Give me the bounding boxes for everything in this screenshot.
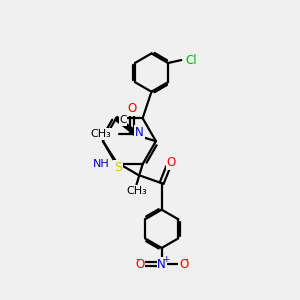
Text: O: O	[179, 258, 188, 271]
Text: CH₃: CH₃	[126, 186, 147, 196]
Text: -: -	[136, 254, 139, 264]
Text: CH₃: CH₃	[91, 129, 111, 139]
Text: NH: NH	[93, 159, 110, 169]
Text: Cl: Cl	[186, 54, 197, 67]
Text: N: N	[157, 258, 166, 271]
Text: O: O	[127, 102, 136, 116]
Text: -: -	[184, 254, 188, 264]
Text: O: O	[135, 258, 144, 271]
Text: N: N	[135, 126, 144, 139]
Text: C: C	[119, 115, 127, 125]
Text: S: S	[114, 161, 122, 174]
Text: O: O	[167, 156, 176, 169]
Text: +: +	[162, 255, 169, 264]
